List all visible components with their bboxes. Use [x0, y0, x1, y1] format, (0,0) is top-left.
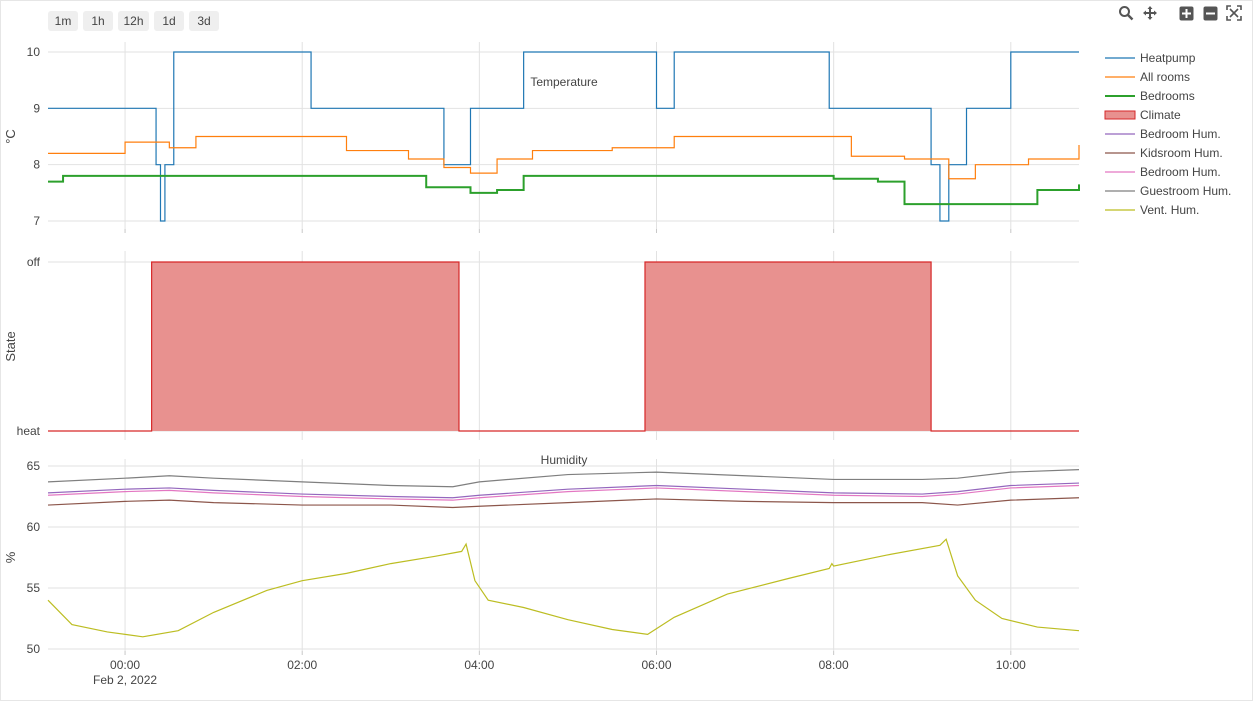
y-tick-label: 65 — [27, 459, 41, 473]
legend-label: Bedroom Hum. — [1140, 127, 1221, 141]
pan-icon[interactable] — [1141, 4, 1159, 22]
legend-kidsroom-hum[interactable]: Kidsroom Hum. — [1105, 146, 1223, 160]
legend-label: All rooms — [1140, 70, 1190, 84]
y-tick-label: off — [27, 255, 41, 269]
x-tick-label: 08:00 — [819, 658, 849, 672]
temperature-y-axis-title: °C — [3, 129, 18, 144]
legend-guestroom-hum[interactable]: Guestroom Hum. — [1105, 184, 1231, 198]
legend-label: Vent. Hum. — [1140, 203, 1199, 217]
y-tick-label: 60 — [27, 520, 41, 534]
legend-label: Heatpump — [1140, 51, 1196, 65]
zoom-out-icon[interactable] — [1201, 4, 1219, 22]
y-tick-label: 7 — [33, 214, 40, 228]
range-button-1m[interactable]: 1m — [48, 11, 78, 31]
x-tick-label: 02:00 — [287, 658, 317, 672]
legend-all-rooms[interactable]: All rooms — [1105, 70, 1190, 84]
range-button-3d[interactable]: 3d — [189, 11, 219, 31]
humidity-title: Humidity — [541, 453, 588, 467]
x-tick-label: 06:00 — [641, 658, 671, 672]
state-y-axis-title: State — [3, 331, 18, 361]
legend-label: Bedroom Hum. — [1140, 165, 1221, 179]
range-button-12h[interactable]: 12h — [118, 11, 149, 31]
x-tick-label: 10:00 — [996, 658, 1026, 672]
legend-label: Guestroom Hum. — [1140, 184, 1231, 198]
legend-climate[interactable]: Climate — [1104, 108, 1181, 122]
y-tick-label: heat — [17, 424, 41, 438]
series-bedrooms — [48, 174, 1080, 206]
series-vent-hum — [47, 538, 1080, 638]
series-kidsroom-hum — [47, 497, 1080, 509]
y-tick-label: 55 — [27, 581, 41, 595]
series-guestroom-hum — [47, 469, 1080, 488]
legend-swatch — [1104, 110, 1136, 120]
x-tick-label: 04:00 — [464, 658, 494, 672]
humidity-y-axis-title: % — [3, 551, 18, 563]
legend-label: Bedrooms — [1140, 89, 1195, 103]
y-tick-label: 50 — [27, 642, 41, 656]
series-climate-line — [48, 261, 1079, 432]
legend-label: Climate — [1140, 108, 1181, 122]
legend-bedroom-hum-2[interactable]: Bedroom Hum. — [1105, 165, 1221, 179]
x-tick-label: 00:00 — [110, 658, 140, 672]
range-button-1h[interactable]: 1h — [83, 11, 113, 31]
x-date-label: Feb 2, 2022 — [93, 673, 157, 687]
y-tick-label: 10 — [27, 45, 41, 59]
y-tick-label: 9 — [33, 101, 40, 115]
temperature-title: Temperature — [530, 75, 598, 89]
series-bedroom-hum-2 — [47, 484, 1080, 501]
legend-bedroom-hum-1[interactable]: Bedroom Hum. — [1105, 127, 1221, 141]
modebar — [1117, 4, 1243, 22]
y-tick-label: 8 — [33, 158, 40, 172]
series-heatpump — [48, 51, 1079, 222]
series-all-rooms — [48, 135, 1080, 180]
series-climate-area — [48, 262, 1079, 431]
zoom-in-icon[interactable] — [1177, 4, 1195, 22]
legend-label: Kidsroom Hum. — [1140, 146, 1223, 160]
legend-bedrooms[interactable]: Bedrooms — [1105, 89, 1195, 103]
legend-heatpump[interactable]: Heatpump — [1105, 51, 1196, 65]
autoscale-icon[interactable] — [1225, 4, 1243, 22]
range-button-1d[interactable]: 1d — [154, 11, 184, 31]
legend-vent-hum[interactable]: Vent. Hum. — [1105, 203, 1199, 217]
zoom-icon[interactable] — [1117, 4, 1135, 22]
series-bedroom-hum-1 — [47, 482, 1080, 499]
